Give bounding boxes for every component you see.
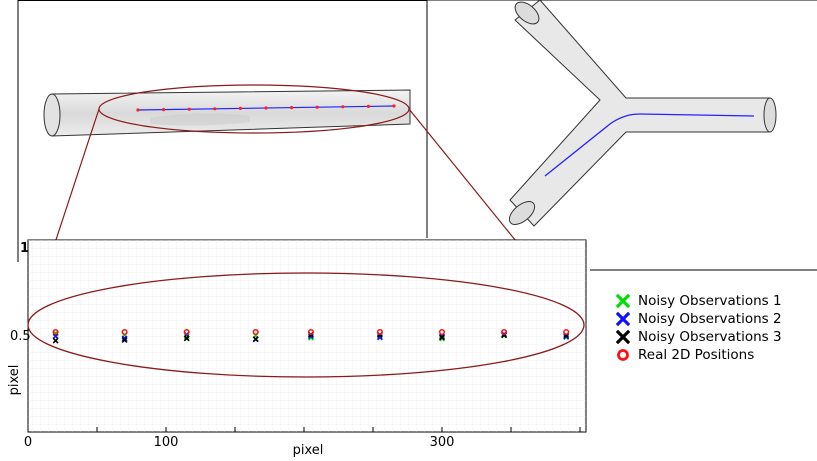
x-ticks: 0 100 300 bbox=[24, 427, 581, 450]
legend-label: Real 2D Positions bbox=[638, 347, 755, 363]
straight-vessel-tube bbox=[43, 89, 411, 137]
scatter-point-2 bbox=[563, 333, 570, 340]
real-position-point bbox=[501, 328, 508, 336]
top-left-partial-tick: 1 bbox=[20, 241, 29, 256]
legend-item-noisy-2: Noisy Observations 2 bbox=[614, 310, 814, 328]
centerline-point bbox=[315, 105, 319, 109]
centerline-point bbox=[341, 105, 345, 109]
real-position-point bbox=[438, 328, 446, 336]
real-position-point bbox=[183, 328, 190, 336]
legend-item-noisy-3: Noisy Observations 3 bbox=[614, 328, 814, 346]
scatter-point-3 bbox=[439, 334, 445, 341]
centerline-point bbox=[290, 106, 294, 110]
branching-centerline bbox=[544, 113, 755, 177]
centerline-point bbox=[213, 107, 217, 111]
centerline-point bbox=[366, 104, 370, 108]
legend-label: Noisy Observations 1 bbox=[638, 293, 782, 309]
zoom-ellipse-large bbox=[27, 272, 585, 378]
centerline-point bbox=[238, 106, 242, 110]
real-position-point bbox=[307, 328, 314, 336]
real-position-point bbox=[52, 328, 59, 336]
circle-marker-icon bbox=[614, 347, 632, 363]
magnified-plot: 0 100 300 pixel pixel 0.5 1 bbox=[7, 239, 587, 458]
branching-vessel-panel bbox=[427, 0, 817, 271]
x-tick-label: 100 bbox=[154, 435, 179, 450]
x-marker-icon bbox=[614, 293, 632, 309]
centerline-points bbox=[136, 104, 396, 112]
scatter-point-1 bbox=[183, 333, 190, 340]
centerline-point bbox=[264, 106, 268, 110]
scatter-marks bbox=[52, 328, 570, 344]
legend-label: Noisy Observations 3 bbox=[638, 329, 782, 345]
scatter-point-3 bbox=[121, 337, 128, 343]
x-marker-icon bbox=[614, 311, 632, 327]
real-position-point bbox=[376, 328, 383, 336]
real-position-point bbox=[252, 328, 259, 336]
real-position-point bbox=[121, 328, 128, 336]
x-tick-label: 300 bbox=[430, 435, 455, 450]
x-axis-label: pixel bbox=[293, 443, 324, 458]
scatter-point-2 bbox=[121, 335, 128, 342]
legend-label: Noisy Observations 2 bbox=[638, 311, 782, 327]
branching-vessel-tube bbox=[508, 0, 777, 227]
centerline-point bbox=[162, 108, 166, 112]
centerline-point bbox=[392, 104, 396, 108]
x-tick-label: 0 bbox=[24, 435, 32, 450]
centerline-point bbox=[187, 107, 191, 111]
legend-item-real-positions: Real 2D Positions bbox=[614, 346, 814, 364]
scatter-point-3 bbox=[252, 336, 259, 343]
straight-vessel-panel bbox=[17, 0, 428, 262]
scatter-point-3 bbox=[183, 335, 190, 342]
legend-item-noisy-1: Noisy Observations 1 bbox=[614, 292, 814, 310]
x-marker-icon bbox=[614, 329, 632, 345]
y-axis-label: pixel bbox=[7, 365, 22, 396]
real-position-point bbox=[563, 328, 570, 336]
legend: Noisy Observations 1 Noisy Observations … bbox=[614, 292, 814, 364]
y-tick-partial: 0.5 bbox=[10, 329, 31, 344]
centerline-point bbox=[136, 108, 140, 112]
scatter-point-3 bbox=[52, 337, 59, 344]
